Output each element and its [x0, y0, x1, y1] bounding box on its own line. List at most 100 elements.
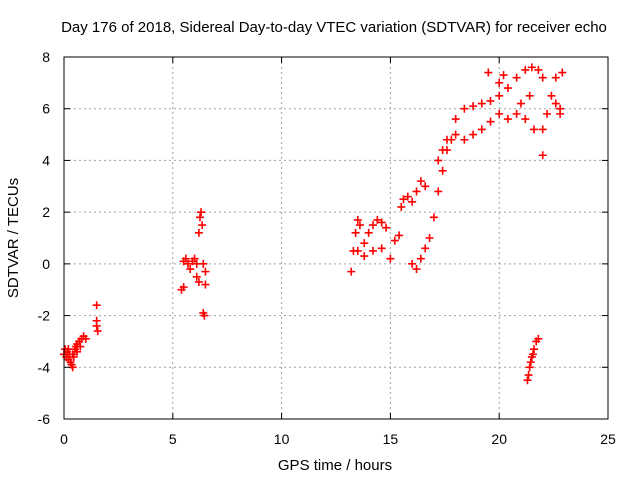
y-tick-label: -2: [38, 308, 51, 324]
x-axis-label: GPS time / hours: [278, 457, 392, 474]
data-point: [512, 73, 521, 82]
data-point: [395, 231, 404, 240]
data-point: [512, 109, 521, 118]
data-point: [534, 65, 543, 74]
data-point: [495, 78, 504, 87]
chart-title: Day 176 of 2018, Sidereal Day-to-day VTE…: [61, 19, 607, 36]
data-point: [198, 221, 207, 230]
data-point: [534, 334, 543, 343]
data-point: [408, 259, 417, 268]
data-point: [355, 221, 364, 230]
y-tick-label: -6: [38, 411, 51, 427]
data-point: [525, 363, 534, 372]
data-point: [460, 135, 469, 144]
data-point: [442, 135, 451, 144]
data-point: [438, 166, 447, 175]
data-point: [196, 213, 204, 222]
data-point: [469, 130, 478, 139]
data-point: [438, 146, 447, 155]
data-point: [351, 228, 360, 237]
data-point: [469, 102, 478, 111]
data-point: [521, 115, 530, 124]
data-point: [192, 272, 201, 281]
data-point: [197, 208, 206, 217]
data-point: [179, 283, 188, 292]
data-point: [377, 244, 386, 253]
x-tick-label: 5: [169, 431, 177, 447]
data-point: [397, 202, 406, 211]
data-point: [64, 345, 73, 354]
data-point: [364, 228, 373, 237]
data-point: [499, 71, 508, 80]
data-point: [377, 218, 386, 227]
data-point: [373, 215, 382, 224]
data-point: [556, 109, 565, 118]
data-point: [547, 91, 556, 100]
data-point: [399, 195, 408, 204]
data-point: [403, 192, 412, 201]
data-point: [486, 96, 495, 105]
data-point: [503, 115, 512, 124]
data-point: [495, 109, 504, 118]
data-point: [503, 84, 512, 93]
y-tick-label: 8: [42, 49, 50, 65]
data-point: [408, 197, 417, 206]
data-point: [68, 363, 77, 372]
data-point: [353, 246, 362, 255]
data-point: [434, 156, 443, 165]
data-point: [425, 234, 434, 242]
data-point: [194, 228, 203, 237]
data-point: [551, 73, 560, 82]
data-point: [386, 254, 395, 263]
data-point: [434, 187, 443, 196]
data-point: [184, 259, 193, 268]
data-point: [382, 223, 391, 232]
data-point: [421, 182, 430, 191]
data-point: [524, 371, 533, 380]
axis-ticks: 0 5 10 15 20 25 -6 -4 -2 0 2 4 6 8: [38, 49, 616, 447]
y-tick-label: -4: [38, 359, 51, 375]
data-point: [360, 252, 369, 261]
data-point: [477, 125, 486, 134]
data-point: [484, 68, 493, 77]
data-point: [416, 177, 425, 186]
x-tick-label: 15: [383, 431, 399, 447]
data-point: [92, 321, 101, 330]
data-point: [93, 327, 102, 336]
data-point: [525, 91, 534, 100]
y-axis-label: SDTVAR / TECUs: [5, 178, 22, 298]
y-tick-label: 2: [42, 204, 50, 220]
data-point: [412, 265, 421, 274]
data-point: [451, 130, 460, 139]
grid: [64, 57, 608, 419]
data-point: [516, 99, 525, 108]
y-tick-label: 6: [42, 101, 50, 117]
data-point: [538, 73, 547, 82]
data-point: [390, 236, 399, 245]
data-point: [181, 254, 190, 263]
data-point: [521, 65, 530, 74]
data-point: [92, 301, 101, 310]
x-tick-label: 20: [491, 431, 507, 447]
data-point: [551, 99, 560, 108]
data-point: [360, 239, 369, 248]
data-point: [486, 117, 495, 126]
data-point: [416, 254, 425, 263]
data-point: [429, 213, 438, 222]
data-point: [543, 109, 552, 118]
data-point: [538, 151, 547, 160]
y-tick-label: 0: [42, 256, 50, 272]
data-point: [368, 246, 377, 255]
data-point: [526, 358, 535, 367]
data-point: [194, 277, 203, 286]
data-points: [60, 63, 567, 385]
data-point: [199, 259, 208, 268]
data-point: [201, 280, 210, 289]
data-point: [190, 254, 199, 263]
x-tick-label: 10: [274, 431, 290, 447]
data-point: [68, 350, 77, 359]
data-point: [558, 68, 567, 77]
x-tick-label: 0: [60, 431, 68, 447]
plot-frame: [63, 56, 609, 420]
data-point: [530, 345, 539, 354]
